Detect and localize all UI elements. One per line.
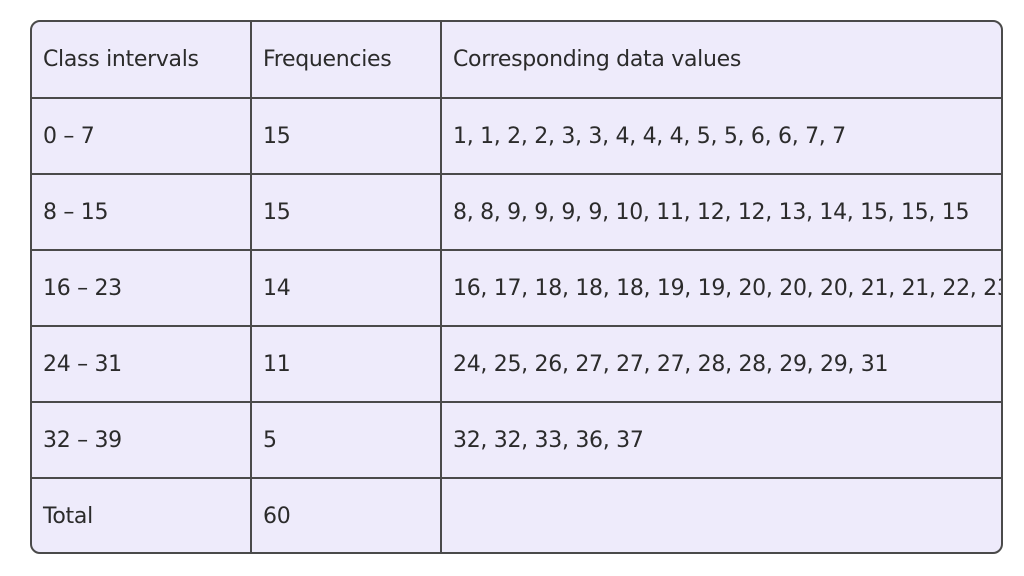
data-values-cell: 8, 8, 9, 9, 9, 9, 10, 11, 12, 12, 13, 14… [440,173,1001,251]
total-frequency-cell: 60 [250,477,442,552]
header-data-values: Corresponding data values [440,22,1001,99]
table-row: 24 – 31 11 24, 25, 26, 27, 27, 27, 28, 2… [32,325,1001,403]
frequency-cell: 15 [250,97,442,175]
frequency-cell: 14 [250,249,442,327]
class-interval-cell: 8 – 15 [32,173,252,251]
frequency-cell: 15 [250,173,442,251]
frequency-table-container: Class intervals Frequencies Correspondin… [30,20,1003,554]
class-interval-cell: 24 – 31 [32,325,252,403]
total-label-cell: Total [32,477,252,552]
header-frequencies: Frequencies [250,22,442,99]
header-class-intervals: Class intervals [32,22,252,99]
table-total-row: Total 60 [32,477,1001,552]
class-interval-cell: 16 – 23 [32,249,252,327]
class-interval-cell: 32 – 39 [32,401,252,479]
frequency-cell: 5 [250,401,442,479]
data-values-cell: 16, 17, 18, 18, 18, 19, 19, 20, 20, 20, … [440,249,1001,327]
data-values-cell: 32, 32, 33, 36, 37 [440,401,1001,479]
data-values-cell: 1, 1, 2, 2, 3, 3, 4, 4, 4, 5, 5, 6, 6, 7… [440,97,1001,175]
table-row: 16 – 23 14 16, 17, 18, 18, 18, 19, 19, 2… [32,249,1001,327]
table-row: 8 – 15 15 8, 8, 9, 9, 9, 9, 10, 11, 12, … [32,173,1001,251]
total-data-values-cell [440,477,1001,552]
table-row: 32 – 39 5 32, 32, 33, 36, 37 [32,401,1001,479]
class-interval-cell: 0 – 7 [32,97,252,175]
frequency-table: Class intervals Frequencies Correspondin… [32,22,1001,552]
frequency-cell: 11 [250,325,442,403]
table-row: 0 – 7 15 1, 1, 2, 2, 3, 3, 4, 4, 4, 5, 5… [32,97,1001,175]
data-values-cell: 24, 25, 26, 27, 27, 27, 28, 28, 29, 29, … [440,325,1001,403]
table-header-row: Class intervals Frequencies Correspondin… [32,22,1001,99]
